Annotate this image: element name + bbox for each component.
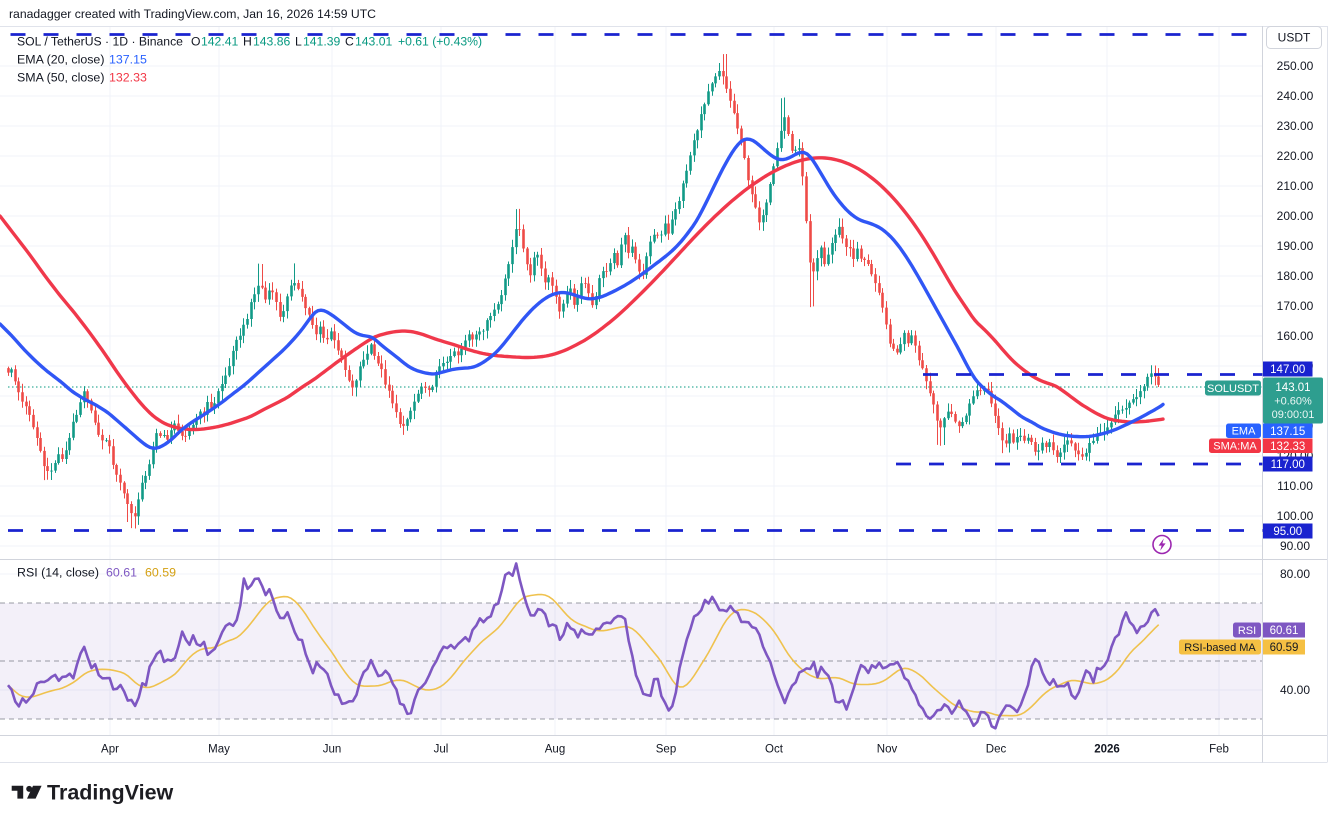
svg-text:+0.61 (+0.43%): +0.61 (+0.43%) [398, 35, 482, 49]
svg-text:142.41: 142.41 [201, 35, 238, 49]
svg-text:100.00: 100.00 [1277, 509, 1314, 523]
svg-text:200.00: 200.00 [1277, 209, 1314, 223]
svg-text:SOLUSDT: SOLUSDT [1207, 383, 1259, 395]
svg-text:95.00: 95.00 [1273, 526, 1302, 538]
svg-text:ranadagger created with Tradin: ranadagger created with TradingView.com,… [9, 7, 376, 21]
svg-text:Apr: Apr [101, 744, 119, 756]
svg-text:+0.60%: +0.60% [1274, 396, 1312, 408]
svg-text:EMA (20, close): EMA (20, close) [17, 53, 104, 67]
svg-text:60.59: 60.59 [1270, 642, 1299, 654]
svg-text:RSI-based MA: RSI-based MA [1184, 642, 1256, 654]
svg-text:250.00: 250.00 [1277, 59, 1314, 73]
svg-text:90.00: 90.00 [1280, 539, 1310, 553]
svg-text:Nov: Nov [877, 744, 898, 756]
svg-text:Dec: Dec [986, 744, 1007, 756]
svg-text:09:00:01: 09:00:01 [1272, 409, 1315, 421]
svg-text:143.01: 143.01 [1275, 382, 1310, 394]
svg-text:180.00: 180.00 [1277, 269, 1314, 283]
svg-text:C: C [345, 35, 354, 49]
svg-text:Sep: Sep [656, 744, 676, 756]
svg-text:2026: 2026 [1094, 744, 1120, 756]
svg-text:137.15: 137.15 [109, 53, 147, 67]
svg-text:141.39: 141.39 [303, 35, 340, 49]
svg-text:60.61: 60.61 [1270, 625, 1299, 637]
svg-text:170.00: 170.00 [1277, 299, 1314, 313]
svg-text:May: May [208, 744, 230, 756]
svg-text:60.59: 60.59 [145, 566, 176, 580]
svg-text:240.00: 240.00 [1277, 89, 1314, 103]
svg-text:EMA: EMA [1232, 426, 1257, 438]
svg-text:110.00: 110.00 [1277, 479, 1313, 493]
svg-text:132.33: 132.33 [1270, 441, 1305, 453]
svg-text:H: H [243, 35, 252, 49]
svg-text:147.00: 147.00 [1270, 364, 1305, 376]
svg-text:O: O [191, 35, 200, 49]
svg-text:160.00: 160.00 [1277, 329, 1314, 343]
svg-text:RSI (14, close): RSI (14, close) [17, 566, 99, 580]
svg-text:SMA:MA: SMA:MA [1213, 441, 1257, 453]
svg-text:190.00: 190.00 [1277, 239, 1314, 253]
svg-text:143.01: 143.01 [355, 35, 392, 49]
svg-text:220.00: 220.00 [1277, 149, 1314, 163]
svg-text:132.33: 132.33 [109, 71, 147, 85]
svg-text:40.00: 40.00 [1280, 683, 1310, 697]
svg-text:SOL / TetherUS · 1D · Binance: SOL / TetherUS · 1D · Binance [17, 35, 183, 49]
svg-text:RSI: RSI [1238, 625, 1256, 637]
svg-text:USDT: USDT [1278, 31, 1311, 45]
svg-text:Jul: Jul [434, 744, 449, 756]
svg-text:Oct: Oct [765, 744, 784, 756]
svg-text:Aug: Aug [545, 744, 565, 756]
svg-text:SMA (50, close): SMA (50, close) [17, 71, 104, 85]
svg-text:L: L [295, 35, 302, 49]
svg-text:230.00: 230.00 [1277, 119, 1314, 133]
svg-text:60.61: 60.61 [106, 566, 137, 580]
svg-text:137.15: 137.15 [1270, 426, 1305, 438]
svg-text:80.00: 80.00 [1280, 567, 1310, 581]
svg-text:143.86: 143.86 [253, 35, 290, 49]
svg-text:117.00: 117.00 [1271, 459, 1305, 471]
svg-text:Jun: Jun [323, 744, 342, 756]
svg-text:210.00: 210.00 [1277, 179, 1314, 193]
svg-text:TradingView: TradingView [47, 781, 174, 805]
svg-text:Feb: Feb [1209, 744, 1229, 756]
